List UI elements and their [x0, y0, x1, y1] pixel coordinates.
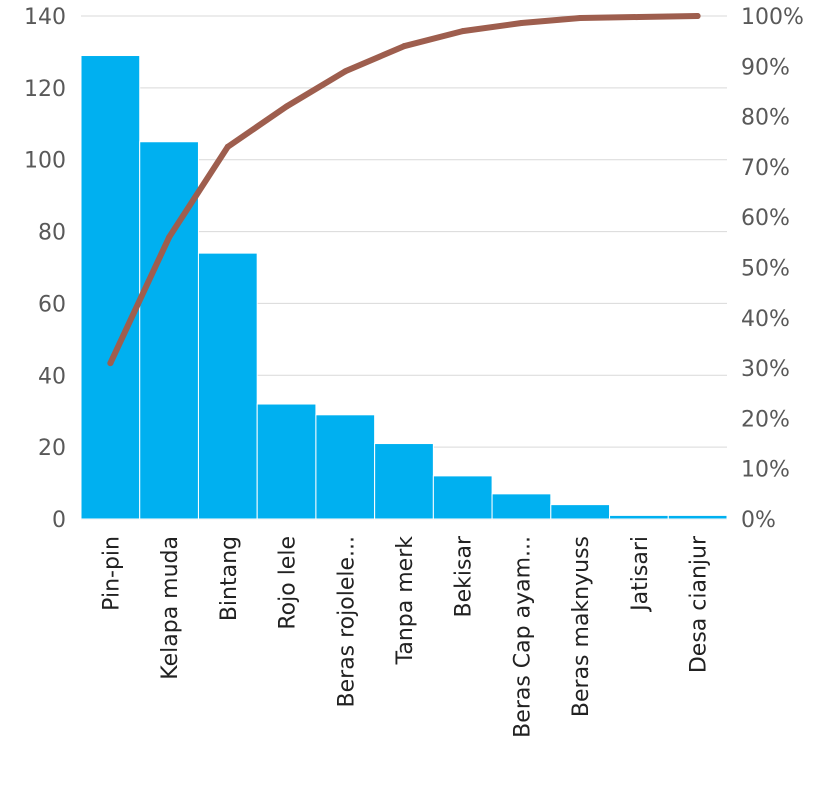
bar	[80, 55, 141, 520]
y-tick-label: 40	[38, 364, 66, 389]
y2-tick-label: 0%	[741, 508, 776, 533]
bar	[139, 141, 199, 520]
category-label: Kelapa muda	[158, 536, 183, 680]
y2-tick-label: 70%	[741, 156, 790, 181]
line-point	[635, 14, 642, 21]
category-label: Beras rojolele...	[334, 536, 359, 707]
y-tick-label: 60	[38, 292, 66, 317]
y-tick-label: 100	[24, 149, 66, 174]
category-label: Rojo lele	[276, 536, 301, 630]
line-point	[342, 68, 349, 75]
y2-tick-label: 40%	[741, 307, 790, 332]
y2-tick-label: 30%	[741, 357, 790, 382]
line-point	[577, 15, 584, 22]
y-tick-label: 120	[24, 77, 66, 102]
line-point	[224, 143, 231, 150]
cumulative-line-series	[107, 13, 701, 367]
right-axis: 0% 10% 20% 30% 40% 50% 60% 70% 80% 90% 100%	[741, 5, 804, 533]
y2-tick-label: 60%	[741, 206, 790, 231]
category-label: Bekisar	[452, 535, 477, 617]
y2-tick-label: 20%	[741, 407, 790, 432]
line-point	[518, 20, 525, 27]
category-label: Bintang	[217, 536, 242, 621]
y2-tick-label: 100%	[741, 5, 804, 30]
line-point	[694, 13, 701, 19]
y-tick-label: 20	[38, 436, 66, 461]
y-tick-label: 140	[24, 5, 66, 30]
bar	[197, 252, 258, 520]
line-point	[283, 103, 290, 110]
category-label: Beras Cap ayam...	[510, 536, 535, 738]
y-tick-label: 80	[38, 221, 66, 246]
bar	[609, 514, 669, 520]
line-point	[401, 43, 407, 50]
line-point	[107, 360, 114, 367]
y2-tick-label: 80%	[741, 106, 790, 131]
bar	[374, 443, 434, 520]
bar	[315, 414, 376, 520]
bar	[550, 504, 611, 520]
y2-tick-label: 50%	[741, 257, 790, 282]
category-label: Beras maknyuss	[569, 536, 594, 717]
category-label: Tanpa merk	[393, 536, 418, 666]
y-tick-label: 0	[52, 508, 66, 533]
bar	[432, 475, 493, 520]
category-label: Desa cianjur	[687, 535, 712, 673]
category-axis: Pin-pin Kelapa muda Bintang Rojo lele Beras …	[99, 535, 711, 738]
y2-tick-label: 90%	[741, 55, 790, 80]
left-axis: 0 20 40 60 80 100 120 140	[24, 5, 66, 533]
bar	[491, 493, 552, 520]
line-point	[166, 234, 173, 241]
category-label: Pin-pin	[99, 536, 124, 611]
category-label: Jatisari	[628, 536, 653, 613]
bar	[667, 514, 728, 520]
line-point	[459, 28, 466, 35]
bar	[256, 403, 317, 520]
bar-series	[80, 55, 728, 520]
y2-tick-label: 10%	[741, 458, 790, 483]
